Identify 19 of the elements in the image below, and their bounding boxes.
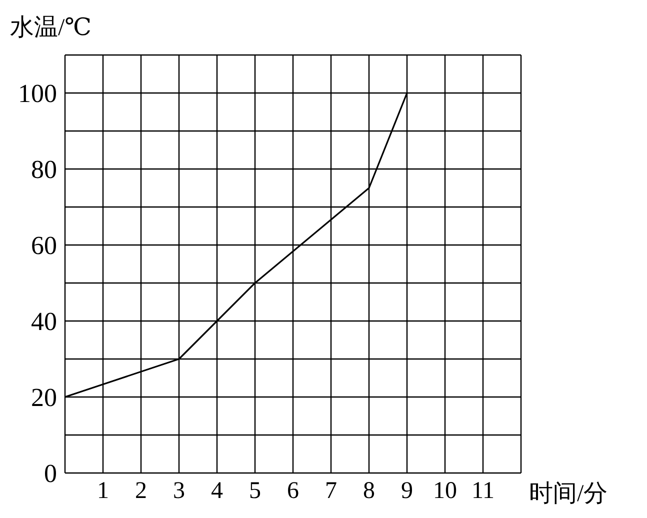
x-tick-label: 8 bbox=[363, 478, 375, 504]
y-tick-label: 100 bbox=[18, 79, 57, 108]
x-tick-label: 6 bbox=[287, 478, 299, 504]
x-tick-label: 2 bbox=[135, 478, 147, 504]
y-tick-label: 20 bbox=[31, 383, 57, 412]
x-axis-title: 时间/分 bbox=[529, 481, 608, 507]
y-tick-label: 40 bbox=[31, 307, 57, 336]
y-tick-label: 80 bbox=[31, 155, 57, 184]
y-axis-title: 水温/℃ bbox=[10, 15, 92, 41]
x-tick-label: 4 bbox=[211, 478, 223, 504]
x-tick-label: 1 bbox=[97, 478, 109, 504]
x-tick-label: 3 bbox=[173, 478, 185, 504]
y-tick-label: 60 bbox=[31, 231, 57, 260]
y-tick-label: 0 bbox=[44, 459, 57, 488]
x-tick-label: 11 bbox=[471, 478, 495, 504]
x-tick-label: 9 bbox=[401, 478, 413, 504]
x-tick-label: 5 bbox=[249, 478, 261, 504]
x-tick-label: 10 bbox=[433, 478, 457, 504]
x-tick-label: 7 bbox=[325, 478, 337, 504]
